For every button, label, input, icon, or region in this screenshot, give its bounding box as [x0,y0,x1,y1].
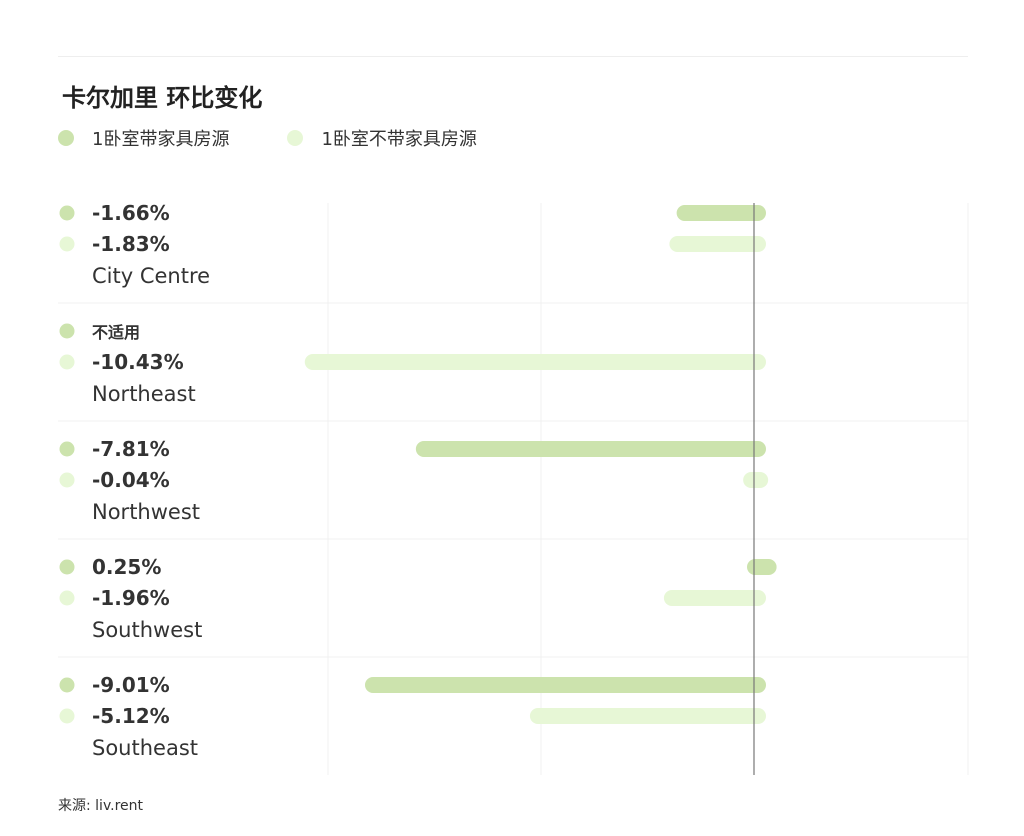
category-label: Northeast [92,382,196,406]
data-label: 不适用 [92,323,140,342]
series-dot [59,708,75,724]
data-label: 0.25% [92,555,161,579]
category-label: Northwest [92,500,200,524]
data-label: -10.43% [92,350,184,374]
series-dot [59,354,75,370]
series-dot [59,590,75,606]
legend-dot-furnished [58,130,74,146]
data-label: -5.12% [92,704,170,728]
series-dot [59,441,75,457]
chart-title: 卡尔加里 环比变化 [62,84,263,112]
category-label: Southwest [92,618,202,642]
legend-item-furnished: 1卧室带家具房源 [58,125,229,151]
legend-label-furnished: 1卧室带家具房源 [92,129,230,150]
series-dot [59,236,75,252]
data-label: -7.81% [92,437,170,461]
legend-label-unfurnished: 1卧室不带家具房源 [321,129,477,150]
data-label: -1.83% [92,232,170,256]
series-dot [59,559,75,575]
legend-dot-unfurnished [287,130,304,146]
data-label: -0.04% [92,468,170,492]
source-note: 来源: liv.rent [58,798,144,814]
legend: 1卧室带家具房源 1卧室不带家具房源 [58,126,535,150]
category-label: City Centre [92,264,210,288]
series-dot [59,205,75,221]
top-divider [58,56,968,57]
series-dot [59,323,75,339]
data-label: -9.01% [92,673,170,697]
series-dot [59,472,75,488]
legend-item-unfurnished: 1卧室不带家具房源 [287,125,477,151]
data-label: -1.96% [92,586,170,610]
category-label: Southeast [92,736,198,760]
data-label: -1.66% [92,201,170,225]
series-dot [59,677,75,693]
